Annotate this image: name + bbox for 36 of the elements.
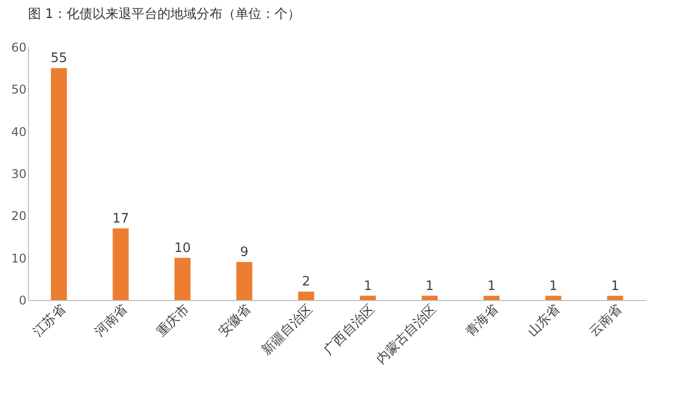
data-label: 1 bbox=[426, 278, 434, 294]
bar bbox=[607, 296, 624, 300]
data-label: 17 bbox=[112, 211, 129, 226]
chart-title: 图 1：化债以来退平台的地域分布（单位：个） bbox=[28, 7, 300, 22]
data-label: 10 bbox=[174, 240, 191, 256]
x-tick-label: 安徽省 bbox=[215, 301, 254, 340]
bar bbox=[50, 68, 67, 300]
data-label: 55 bbox=[50, 51, 68, 66]
bar bbox=[174, 258, 190, 300]
data-label: 2 bbox=[302, 274, 310, 290]
y-tick-label: 50 bbox=[11, 82, 26, 97]
y-tick-label: 0 bbox=[18, 294, 26, 308]
bar bbox=[422, 296, 438, 300]
bar bbox=[360, 296, 376, 300]
y-tick-label: 60 bbox=[11, 40, 26, 54]
y-tick-label: 10 bbox=[11, 251, 26, 266]
data-label: 1 bbox=[364, 278, 372, 294]
x-tick-label: 云南省 bbox=[586, 302, 625, 340]
y-tick-label: 20 bbox=[11, 209, 26, 224]
x-tick-label: 河南省 bbox=[92, 302, 131, 340]
data-label: 1 bbox=[487, 278, 496, 294]
data-label: 9 bbox=[240, 245, 248, 260]
x-tick-label: 青海省 bbox=[463, 302, 502, 340]
bar bbox=[236, 262, 252, 300]
y-tick-label: 40 bbox=[11, 124, 26, 139]
bar bbox=[298, 292, 314, 300]
bar bbox=[545, 296, 562, 300]
bar bbox=[484, 296, 500, 300]
x-tick-label: 新疆自治区 bbox=[259, 302, 316, 358]
data-label: 1 bbox=[610, 278, 620, 294]
x-tick-label: 山东省 bbox=[525, 302, 564, 340]
x-tick-label: 江苏省 bbox=[30, 302, 69, 340]
data-label: 1 bbox=[549, 278, 558, 294]
bar bbox=[112, 228, 129, 300]
x-tick-label: 重庆市 bbox=[154, 302, 192, 340]
y-tick-label: 30 bbox=[11, 167, 26, 181]
